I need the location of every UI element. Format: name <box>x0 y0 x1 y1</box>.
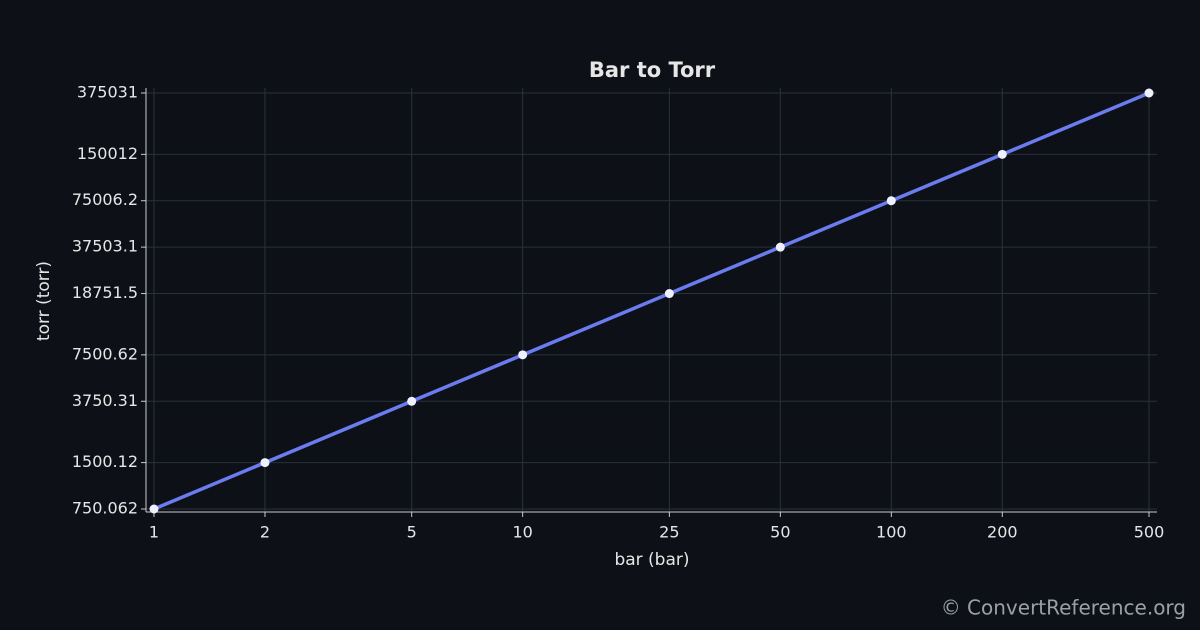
x-tick-label: 500 <box>1134 523 1165 542</box>
data-point <box>997 149 1007 159</box>
x-tick-label: 2 <box>260 523 270 542</box>
x-tick-label: 200 <box>987 523 1018 542</box>
y-axis-label: torr (torr) <box>34 261 54 341</box>
y-tick-label: 3750.31 <box>72 391 138 410</box>
data-point <box>664 289 674 299</box>
data-point <box>886 196 896 206</box>
y-tick-label: 18751.5 <box>72 283 138 302</box>
x-tick-label: 10 <box>512 523 532 542</box>
y-tick-label: 1500.12 <box>72 452 138 471</box>
data-point <box>149 504 159 514</box>
chart-title: Bar to Torr <box>589 58 716 82</box>
y-tick-label: 7500.62 <box>72 344 138 363</box>
data-point <box>1144 88 1154 98</box>
x-axis-label: bar (bar) <box>614 550 689 570</box>
data-point <box>407 396 417 406</box>
data-point <box>260 458 270 468</box>
x-tick-label: 25 <box>659 523 679 542</box>
x-tick-label: 1 <box>149 523 159 542</box>
plot-area: 750.062 1500.12 3750.31 7500.62 18751.5 37503… <box>72 83 1164 542</box>
data-point <box>518 350 528 360</box>
data-point <box>775 242 785 252</box>
y-tick-label: 150012 <box>77 144 138 163</box>
y-tick-label: 750.062 <box>72 499 138 518</box>
y-tick-label: 375031 <box>77 83 138 102</box>
x-tick-label: 100 <box>876 523 907 542</box>
footer: © ConvertReference.org <box>941 596 1186 620</box>
x-tick-label: 50 <box>770 523 790 542</box>
x-tick-label: 5 <box>407 523 417 542</box>
y-tick-label: 75006.2 <box>72 190 138 209</box>
y-tick-label: 37503.1 <box>72 237 138 256</box>
